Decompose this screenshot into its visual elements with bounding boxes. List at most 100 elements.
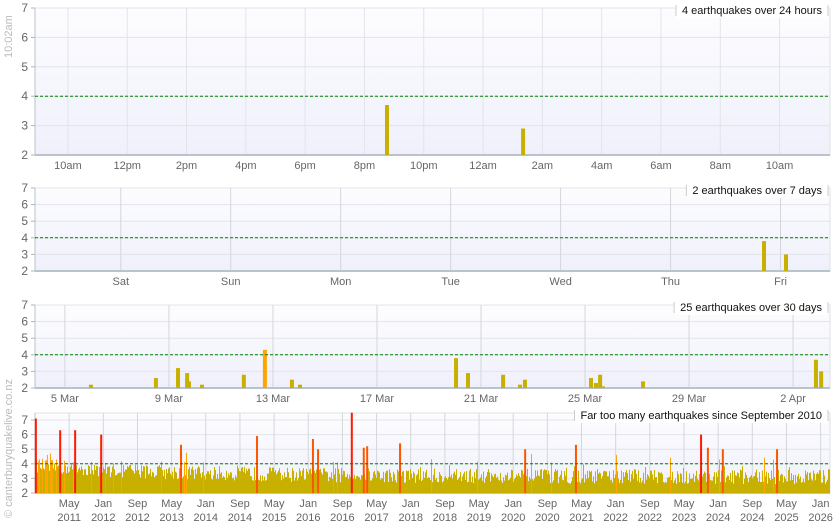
daily-max-bar xyxy=(541,469,542,493)
daily-max-bar xyxy=(316,469,317,493)
daily-max-bar xyxy=(619,482,620,493)
daily-max-bar xyxy=(278,470,279,493)
daily-max-bar xyxy=(656,477,657,493)
daily-max-bar xyxy=(419,479,420,493)
daily-max-bar xyxy=(824,475,825,493)
daily-max-bar xyxy=(146,465,147,493)
daily-max-bar xyxy=(184,462,185,493)
daily-max-bar xyxy=(97,466,98,493)
daily-max-bar xyxy=(137,465,138,493)
daily-max-bar xyxy=(635,469,636,493)
daily-max-bar xyxy=(634,469,635,493)
daily-max-bar xyxy=(581,479,582,493)
daily-max-bar xyxy=(253,480,254,493)
x-tick-label: May xyxy=(161,498,182,510)
y-tick-label: 7 xyxy=(21,413,28,427)
daily-max-bar xyxy=(102,472,103,493)
daily-max-bar xyxy=(274,472,275,493)
daily-max-bar xyxy=(78,469,79,493)
daily-max-bar xyxy=(650,470,651,493)
quake-bar xyxy=(317,449,320,493)
daily-max-bar xyxy=(72,469,73,493)
daily-max-bar xyxy=(787,481,788,493)
updated-time-label: 10:02am xyxy=(3,15,15,58)
daily-max-bar xyxy=(384,482,385,493)
daily-max-bar xyxy=(689,473,690,493)
daily-max-bar xyxy=(404,482,405,493)
daily-max-bar xyxy=(70,466,71,493)
daily-max-bar xyxy=(81,466,82,493)
daily-max-bar xyxy=(164,469,165,493)
daily-max-bar xyxy=(571,481,572,493)
daily-max-bar xyxy=(463,473,464,493)
daily-max-bar xyxy=(477,461,478,493)
daily-max-bar xyxy=(426,469,427,493)
daily-max-bar xyxy=(543,470,544,493)
daily-max-bar xyxy=(103,467,104,493)
daily-max-bar xyxy=(314,470,315,493)
daily-max-bar xyxy=(140,477,141,493)
quake-bar xyxy=(153,378,158,388)
daily-max-bar xyxy=(50,453,51,493)
daily-max-bar xyxy=(340,482,341,493)
daily-max-bar xyxy=(488,469,489,493)
daily-max-bar xyxy=(414,473,415,493)
daily-max-bar xyxy=(418,469,419,493)
daily-max-bar xyxy=(763,481,764,493)
daily-max-bar xyxy=(565,475,566,493)
daily-max-bar xyxy=(48,464,49,493)
daily-max-bar xyxy=(239,470,240,493)
daily-max-bar xyxy=(459,477,460,493)
daily-max-bar xyxy=(694,481,695,493)
daily-max-bar xyxy=(331,472,332,493)
daily-max-bar xyxy=(808,480,809,493)
daily-max-bar xyxy=(690,478,691,493)
daily-max-bar xyxy=(568,482,569,493)
daily-max-bar xyxy=(248,468,249,493)
daily-max-bar xyxy=(551,462,552,493)
daily-max-bar xyxy=(268,473,269,493)
chart-panel-2: 2 3 4 5 6 7 Sat Sun Mon Tue Wed Thu Fri 2 earthquakes… xyxy=(21,181,831,288)
quake-bar xyxy=(600,386,605,388)
daily-max-bar xyxy=(266,480,267,493)
x-tick-label: 2am xyxy=(532,160,553,172)
daily-max-bar xyxy=(289,478,290,493)
daily-max-bar xyxy=(761,481,762,493)
daily-max-bar xyxy=(174,467,175,493)
daily-max-bar xyxy=(584,482,585,493)
daily-max-bar xyxy=(709,473,710,493)
daily-max-bar xyxy=(501,480,502,493)
daily-max-bar xyxy=(417,474,418,493)
daily-max-bar xyxy=(243,471,244,493)
daily-max-bar xyxy=(193,470,194,493)
daily-max-bar xyxy=(448,477,449,493)
daily-max-bar xyxy=(321,472,322,493)
daily-max-bar xyxy=(487,472,488,493)
x-tick-sublabel: 2014 xyxy=(228,512,252,524)
daily-max-bar xyxy=(756,469,757,493)
daily-max-bar xyxy=(173,478,174,493)
daily-max-bar xyxy=(106,473,107,493)
daily-max-bar xyxy=(373,472,374,493)
daily-max-bar xyxy=(802,482,803,493)
daily-max-bar xyxy=(88,465,89,493)
daily-max-bar xyxy=(130,464,131,493)
daily-max-bar xyxy=(546,470,547,493)
daily-max-bar xyxy=(359,477,360,493)
daily-max-bar xyxy=(437,481,438,493)
daily-max-bar xyxy=(613,470,614,493)
daily-max-bar xyxy=(469,470,470,493)
daily-max-bar xyxy=(310,468,311,493)
daily-max-bar xyxy=(295,477,296,493)
x-tick-sublabel: 2022 xyxy=(603,512,627,524)
daily-max-bar xyxy=(687,483,688,493)
daily-max-bar xyxy=(828,469,829,493)
daily-max-bar xyxy=(618,478,619,493)
daily-max-bar xyxy=(286,477,287,493)
daily-max-bar xyxy=(177,478,178,493)
daily-max-bar xyxy=(765,476,766,493)
daily-max-bar xyxy=(670,457,671,493)
daily-max-bar xyxy=(64,460,65,493)
x-tick-label: 10am xyxy=(766,160,794,172)
